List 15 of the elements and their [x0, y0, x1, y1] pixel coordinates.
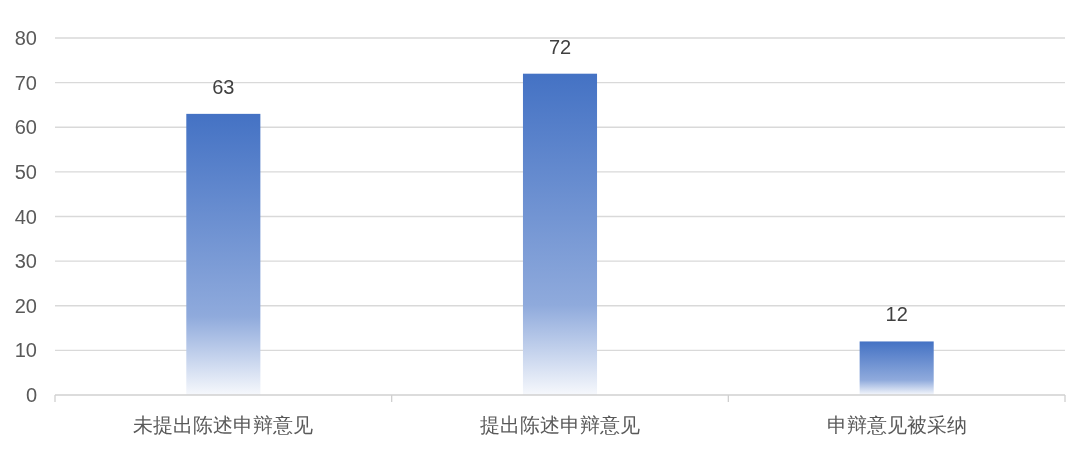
- x-tick-label: 申辩意见被采纳: [826, 414, 967, 436]
- y-tick-label: 20: [14, 294, 37, 317]
- data-label: 12: [885, 303, 908, 326]
- y-tick-label: 10: [14, 339, 37, 362]
- y-tick-label: 0: [25, 384, 37, 406]
- y-tick-label: 70: [14, 71, 37, 94]
- data-label: 72: [548, 35, 572, 58]
- y-tick-label: 30: [14, 250, 37, 273]
- y-tick-label: 60: [14, 116, 37, 139]
- y-tick-label: 50: [14, 160, 37, 183]
- x-tick-label: 未提出陈述申辩意见: [133, 414, 314, 436]
- y-tick-label: 40: [14, 205, 37, 228]
- y-tick-label: 80: [14, 27, 37, 49]
- x-tick-label: 提出陈述申辩意见: [480, 414, 640, 436]
- data-label: 63: [212, 75, 235, 98]
